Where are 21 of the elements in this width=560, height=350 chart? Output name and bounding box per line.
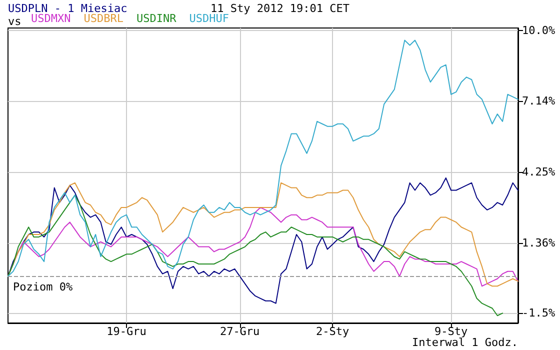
y-tick-label: 7.14% bbox=[522, 94, 556, 108]
text: USDBRL bbox=[84, 12, 124, 25]
y-tick-label: 1.36% bbox=[522, 236, 556, 250]
line-series bbox=[8, 177, 518, 304]
x-tick-label: 19-Gru bbox=[106, 325, 146, 338]
text: Interwal 1 Godz. bbox=[412, 336, 518, 349]
y-tick-label: -1.5% bbox=[522, 306, 556, 320]
ref-line-label: Poziom 0% bbox=[13, 280, 73, 294]
y-tick-label: 10.0% bbox=[522, 24, 556, 37]
chart-subtitle: 11 Sty 2012 19:01 CET bbox=[210, 2, 350, 15]
legend-title: vs bbox=[8, 15, 22, 28]
x-tick-label: 27-Gru bbox=[220, 325, 260, 338]
chart-title: USDPLN - 1 Miesiac bbox=[8, 2, 128, 15]
x-tick-label: 9-Sty bbox=[434, 325, 468, 338]
text: USDINR bbox=[136, 12, 177, 25]
text: USDHUF bbox=[189, 12, 229, 25]
x-tick-label: 2-Sty bbox=[316, 325, 350, 338]
text: USDMXN bbox=[31, 12, 71, 25]
y-tick-label: 4.25% bbox=[522, 165, 556, 178]
line-series bbox=[8, 40, 518, 277]
line-series bbox=[8, 194, 504, 316]
